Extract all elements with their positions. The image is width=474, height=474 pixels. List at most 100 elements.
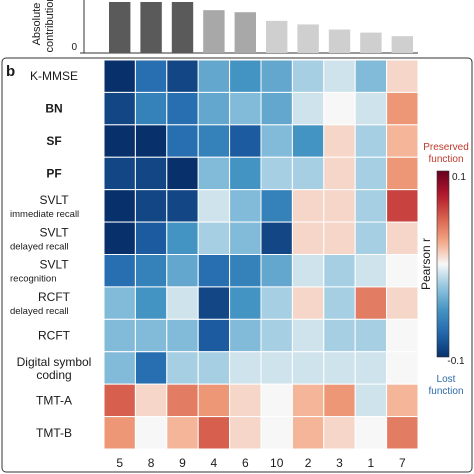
row-label: delayed recall [10,241,69,252]
heatmap-cell [166,124,199,158]
heatmap-cell [103,254,136,288]
row-label: PF [46,166,61,180]
heatmap-cell [229,351,262,385]
heatmap-cell [166,189,199,223]
heatmap-cell [166,416,199,450]
heatmap-cell [229,286,262,320]
heatmap-cell [103,351,136,385]
heatmap-cell [166,351,199,385]
heatmap-cell [197,124,231,158]
heatmap-cell [197,91,231,126]
x-tick-label: 4 [211,456,218,470]
heatmap-cell [197,156,231,191]
row-label: RCFT [38,329,71,343]
heatmap-cell [229,156,262,191]
row-label: K-MMSE [30,69,78,83]
bar-2 [297,24,319,53]
heatmap-cell [291,189,325,223]
heatmap-cell [134,189,168,223]
row-label: RCFT [38,290,71,304]
lost-function-label: Lost [437,374,456,385]
heatmap-cell [260,416,293,450]
heatmap-cell [354,124,388,158]
heatmap-cell [260,221,293,255]
bar-y-axis-label: contribution [44,0,56,52]
heatmap-cell [197,221,231,255]
bar-4 [203,10,225,53]
heatmap-cell [229,254,262,288]
row-label: recognition [10,274,56,285]
row-label: SVLT [39,225,69,239]
heatmap-cell [103,91,136,126]
heatmap-cell [166,254,199,288]
heatmap-cell [291,286,325,320]
heatmap-cell [291,318,325,353]
heatmap-cell [354,156,388,191]
heatmap-cell [134,124,168,158]
colorbar-tick-max: 0.1 [452,172,466,183]
heatmap-cell [386,124,419,158]
x-tick-label: 9 [179,456,186,470]
heatmap-cell [323,351,356,385]
heatmap-cell [291,156,325,191]
bar-9 [171,2,194,53]
bar-y-axis-label: Absolute [31,3,43,46]
heatmap-cell [197,318,231,353]
heatmap-cell [386,59,419,93]
row-label: SVLT [39,193,69,207]
heatmap-cell [134,156,168,191]
heatmap-cell [260,351,293,385]
heatmap-cell [103,383,136,418]
row-label: delayed recall [10,306,69,317]
heatmap-cell [354,286,388,320]
heatmap-cell [134,221,168,255]
bar-10 [266,20,288,53]
heatmap-cell [103,221,136,255]
row-label: immediate recall [10,209,79,220]
heatmap-cell [166,91,199,126]
x-tick-label: 1 [368,456,375,470]
bar-panel: 0 Absolute contribution [31,0,418,54]
x-tick-label: 5 [116,456,123,470]
heatmap-cell [197,286,231,320]
heatmap-cell [166,383,199,418]
heatmap-cell [323,91,356,126]
heatmap-cell [354,189,388,223]
heatmap-cell [323,383,356,418]
heatmap-cell [134,91,168,126]
heatmap-cell [197,254,231,288]
heatmap-cell [134,254,168,288]
heatmap-cell [386,318,419,353]
heatmap-cell [229,59,262,93]
heatmap-cell [354,351,388,385]
heatmap-cell [229,124,262,158]
bar-8 [140,2,162,53]
bar-y-tick-label: 0 [71,42,77,53]
heatmap-cell [291,383,325,418]
heatmap-cell [323,416,356,450]
preserved-function-label: Preserved [423,142,469,153]
heatmap-cell [323,254,356,288]
heatmap-cell [386,286,419,320]
row-label: coding [36,368,71,382]
heatmap-cell [103,124,136,158]
row-label: SVLT [39,258,69,272]
heatmap-cell [197,416,231,450]
row-label: SF [46,134,61,148]
heatmap-cell [166,318,199,353]
x-tick-label: 8 [148,456,155,470]
heatmap-cell [260,318,293,353]
heatmap-cell [323,124,356,158]
heatmap-cell [260,189,293,223]
bar-7 [391,36,413,53]
lost-function-label: function [428,386,463,397]
preserved-function-label: function [428,154,463,165]
heatmap-cell [354,318,388,353]
panel-label: b [6,63,15,80]
heatmap-cell [291,91,325,126]
x-tick-label: 2 [305,456,312,470]
panel-b-frame [1,57,473,473]
heatmap-cell [354,59,388,93]
heatmap-cell [197,351,231,385]
colorbar-scale [436,170,450,358]
